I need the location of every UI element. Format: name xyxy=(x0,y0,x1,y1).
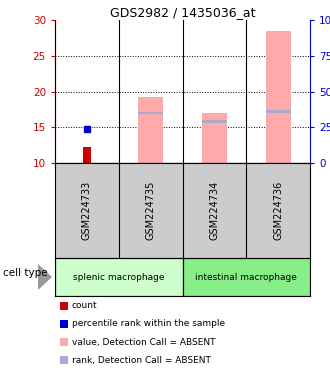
Text: percentile rank within the sample: percentile rank within the sample xyxy=(72,319,225,328)
Bar xyxy=(266,31,291,163)
Bar xyxy=(55,258,182,296)
Bar xyxy=(202,120,227,123)
Bar xyxy=(182,258,310,296)
Text: value, Detection Call = ABSENT: value, Detection Call = ABSENT xyxy=(72,338,215,346)
Text: rank, Detection Call = ABSENT: rank, Detection Call = ABSENT xyxy=(72,356,211,364)
Text: GSM224736: GSM224736 xyxy=(273,181,283,240)
Text: GSM224734: GSM224734 xyxy=(209,181,219,240)
Bar xyxy=(138,97,163,163)
Polygon shape xyxy=(38,264,52,290)
Bar xyxy=(266,110,291,113)
Bar xyxy=(202,113,227,163)
Bar xyxy=(83,147,91,163)
Text: cell type: cell type xyxy=(3,268,48,278)
Text: count: count xyxy=(72,301,98,311)
Text: GSM224735: GSM224735 xyxy=(146,181,156,240)
Text: GSM224733: GSM224733 xyxy=(82,181,92,240)
Text: intestinal macrophage: intestinal macrophage xyxy=(195,273,297,281)
Text: splenic macrophage: splenic macrophage xyxy=(73,273,164,281)
Bar xyxy=(138,112,163,114)
Title: GDS2982 / 1435036_at: GDS2982 / 1435036_at xyxy=(110,6,255,19)
